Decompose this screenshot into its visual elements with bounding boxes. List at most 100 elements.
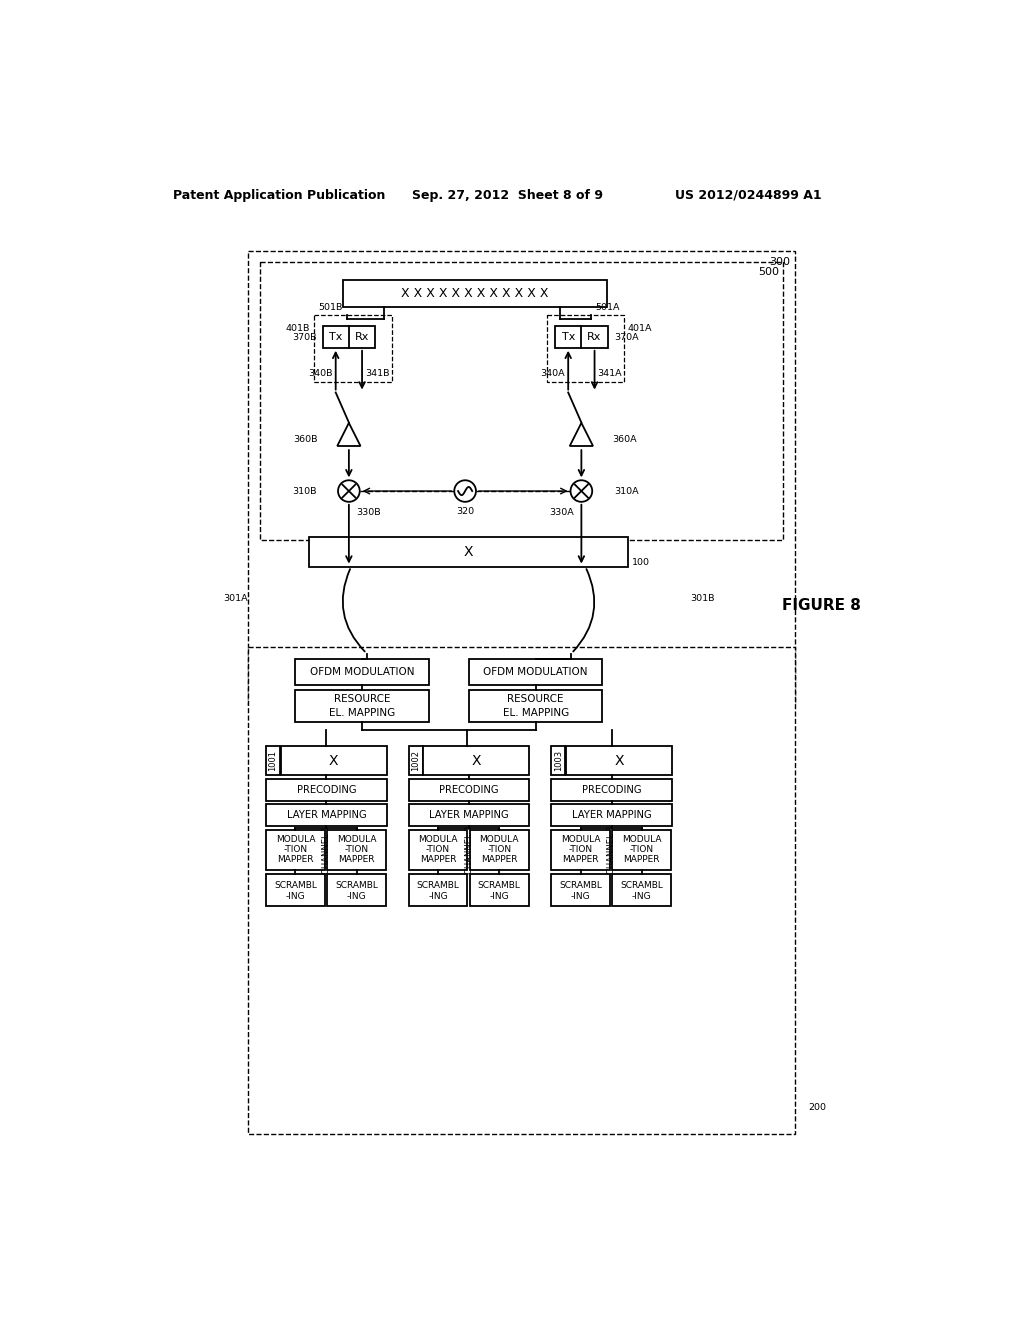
Text: 340B: 340B (308, 368, 333, 378)
Text: MODULA: MODULA (622, 836, 662, 845)
Text: 341A: 341A (598, 368, 623, 378)
Bar (409, 830, 467, 870)
Text: 340A: 340A (541, 368, 565, 378)
Bar (470, 830, 528, 870)
Bar (266, 779, 387, 800)
Text: X X X X X X X X X X X X: X X X X X X X X X X X X (401, 286, 549, 300)
Text: -ING: -ING (570, 891, 591, 900)
Bar (266, 804, 387, 826)
Text: 320: 320 (456, 507, 474, 516)
Text: 341B: 341B (366, 368, 390, 378)
Text: OFDM MODULATION: OFDM MODULATION (483, 667, 588, 677)
Text: CHANNEL 2: CHANNEL 2 (465, 825, 473, 874)
Text: 1002: 1002 (411, 750, 420, 771)
Bar (551, 874, 610, 906)
Text: 301B: 301B (690, 594, 715, 603)
Text: 501A: 501A (596, 304, 621, 313)
Text: MODULA: MODULA (561, 836, 600, 845)
Bar (409, 874, 467, 906)
Text: X: X (614, 754, 624, 767)
Text: MODULA: MODULA (337, 836, 377, 845)
Text: -ING: -ING (286, 891, 305, 900)
Bar (266, 874, 325, 906)
Bar (547, 314, 624, 383)
Text: 370A: 370A (614, 333, 639, 342)
Text: -ING: -ING (428, 891, 447, 900)
Bar (551, 779, 672, 800)
Bar (470, 874, 528, 906)
Text: Sep. 27, 2012  Sheet 8 of 9: Sep. 27, 2012 Sheet 8 of 9 (413, 189, 603, 202)
Bar (281, 746, 387, 775)
Text: SCRAMBL: SCRAMBL (559, 880, 602, 890)
Text: PRECODING: PRECODING (297, 785, 356, 795)
Bar (566, 746, 672, 775)
Text: -TION: -TION (426, 845, 451, 854)
Text: -TION: -TION (284, 845, 307, 854)
Bar (551, 830, 610, 870)
Text: Rx: Rx (355, 333, 370, 342)
Bar (409, 779, 529, 800)
Bar (469, 689, 602, 722)
Text: 360A: 360A (612, 436, 637, 444)
Text: LAYER MAPPING: LAYER MAPPING (571, 810, 651, 820)
Text: 501B: 501B (317, 304, 342, 313)
Text: X: X (329, 754, 339, 767)
Bar (612, 874, 672, 906)
Bar (343, 280, 607, 308)
Text: LAYER MAPPING: LAYER MAPPING (429, 810, 509, 820)
Text: X: X (472, 754, 481, 767)
Text: MAPPER: MAPPER (624, 855, 660, 865)
Bar (551, 804, 672, 826)
Text: 1001: 1001 (268, 750, 278, 771)
Text: MODULA: MODULA (418, 836, 458, 845)
Text: RESOURCE: RESOURCE (508, 694, 564, 704)
Text: Tx: Tx (561, 333, 574, 342)
Bar (469, 659, 602, 685)
Text: EL. MAPPING: EL. MAPPING (503, 708, 568, 718)
Text: EL. MAPPING: EL. MAPPING (329, 708, 395, 718)
Text: US 2012/0244899 A1: US 2012/0244899 A1 (675, 189, 821, 202)
Text: OFDM MODULATION: OFDM MODULATION (310, 667, 415, 677)
Bar (555, 326, 607, 348)
Text: 330A: 330A (549, 508, 573, 517)
Text: SCRAMBL: SCRAMBL (621, 880, 664, 890)
Bar (295, 689, 429, 722)
Text: MODULA: MODULA (275, 836, 315, 845)
Text: 200: 200 (809, 1102, 826, 1111)
Text: 401B: 401B (286, 325, 310, 333)
Bar (328, 874, 386, 906)
Text: FIGURE 8: FIGURE 8 (782, 598, 861, 612)
Text: MAPPER: MAPPER (562, 855, 599, 865)
Text: -TION: -TION (487, 845, 511, 854)
Text: RESOURCE: RESOURCE (334, 694, 390, 704)
Text: PRECODING: PRECODING (439, 785, 499, 795)
Text: 401A: 401A (628, 325, 652, 333)
Text: SCRAMBL: SCRAMBL (478, 880, 520, 890)
Text: Patent Application Publication: Patent Application Publication (173, 189, 385, 202)
Text: Tx: Tx (329, 333, 342, 342)
Text: MAPPER: MAPPER (278, 855, 313, 865)
Bar (266, 830, 325, 870)
Bar (409, 746, 423, 775)
Bar (295, 659, 429, 685)
Text: 310B: 310B (292, 487, 316, 495)
Bar (328, 830, 386, 870)
Text: -TION: -TION (630, 845, 654, 854)
Text: MAPPER: MAPPER (420, 855, 457, 865)
Bar (308, 537, 628, 566)
Text: 500: 500 (758, 267, 779, 277)
Text: -ING: -ING (347, 891, 367, 900)
Bar (323, 326, 375, 348)
Bar (266, 746, 280, 775)
Text: -TION: -TION (344, 845, 369, 854)
Bar (612, 830, 672, 870)
Bar (314, 314, 391, 383)
Text: -ING: -ING (489, 891, 509, 900)
Text: SCRAMBL: SCRAMBL (417, 880, 460, 890)
Text: 300: 300 (770, 257, 791, 268)
Text: X: X (464, 545, 473, 558)
Text: 100: 100 (632, 558, 650, 568)
Bar (423, 746, 529, 775)
Text: 360B: 360B (293, 436, 317, 444)
Text: MODULA: MODULA (479, 836, 519, 845)
